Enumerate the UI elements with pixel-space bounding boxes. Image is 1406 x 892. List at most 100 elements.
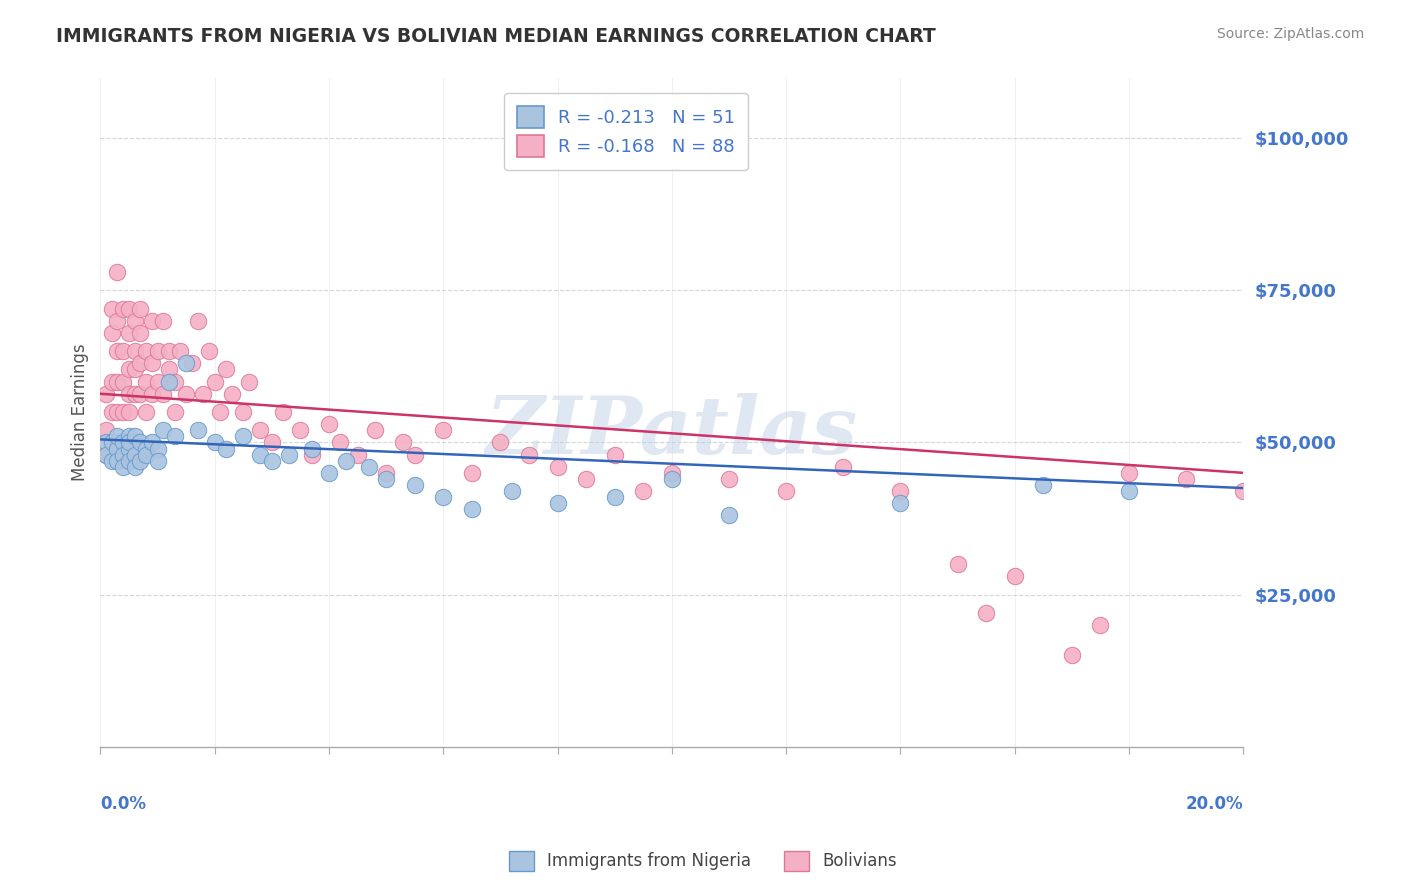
Point [118, 435, 141, 450]
Point [209, 405, 232, 419]
Point [94, 423, 117, 437]
Point [329, 435, 352, 450]
Point [135, 344, 157, 359]
Text: ZIPatlas: ZIPatlas [486, 393, 858, 471]
Point [107, 375, 129, 389]
Point [717, 508, 740, 523]
Point [174, 386, 197, 401]
Text: 20.0%: 20.0% [1185, 796, 1243, 814]
Point [238, 375, 260, 389]
Point [204, 375, 226, 389]
Point [547, 459, 569, 474]
Point [404, 478, 426, 492]
Point [432, 490, 454, 504]
Point [232, 405, 254, 419]
Text: Source: ZipAtlas.com: Source: ZipAtlas.com [1216, 27, 1364, 41]
Point [432, 423, 454, 437]
Point [1032, 478, 1054, 492]
Point [517, 448, 540, 462]
Point [346, 448, 368, 462]
Point [461, 466, 484, 480]
Point [260, 435, 283, 450]
Point [101, 405, 124, 419]
Point [157, 362, 180, 376]
Point [146, 442, 169, 456]
Point [112, 459, 135, 474]
Point [141, 386, 163, 401]
Point [375, 472, 398, 486]
Point [186, 423, 208, 437]
Point [101, 435, 124, 450]
Point [107, 344, 129, 359]
Point [717, 472, 740, 486]
Point [135, 405, 157, 419]
Point [135, 375, 157, 389]
Point [124, 344, 146, 359]
Point [204, 435, 226, 450]
Point [146, 344, 169, 359]
Point [278, 448, 301, 462]
Point [129, 453, 152, 467]
Point [1090, 618, 1112, 632]
Point [249, 448, 271, 462]
Point [124, 314, 146, 328]
Point [180, 356, 202, 370]
Point [363, 423, 385, 437]
Point [1175, 472, 1198, 486]
Point [94, 435, 117, 450]
Point [249, 423, 271, 437]
Point [118, 405, 141, 419]
Point [118, 362, 141, 376]
Point [118, 326, 141, 340]
Legend: Immigrants from Nigeria, Bolivians: Immigrants from Nigeria, Bolivians [501, 842, 905, 880]
Point [603, 490, 626, 504]
Point [1232, 484, 1254, 499]
Point [169, 344, 191, 359]
Point [392, 435, 415, 450]
Point [135, 448, 157, 462]
Y-axis label: Median Earnings: Median Earnings [72, 343, 89, 481]
Point [157, 344, 180, 359]
Legend: R = -0.213   N = 51, R = -0.168   N = 88: R = -0.213 N = 51, R = -0.168 N = 88 [505, 93, 748, 169]
Point [107, 442, 129, 456]
Point [633, 484, 655, 499]
Point [107, 265, 129, 279]
Point [94, 448, 117, 462]
Point [163, 375, 186, 389]
Point [152, 314, 174, 328]
Point [301, 448, 323, 462]
Point [489, 435, 512, 450]
Point [215, 442, 238, 456]
Point [889, 484, 911, 499]
Point [141, 356, 163, 370]
Point [290, 423, 312, 437]
Point [94, 386, 117, 401]
Point [107, 405, 129, 419]
Point [112, 435, 135, 450]
Point [112, 301, 135, 316]
Point [118, 386, 141, 401]
Point [404, 448, 426, 462]
Point [375, 466, 398, 480]
Point [141, 435, 163, 450]
Point [163, 405, 186, 419]
Point [946, 557, 969, 571]
Point [129, 326, 152, 340]
Point [357, 459, 380, 474]
Point [112, 344, 135, 359]
Point [661, 472, 683, 486]
Point [101, 375, 124, 389]
Point [575, 472, 598, 486]
Point [461, 502, 484, 516]
Point [271, 405, 294, 419]
Point [547, 496, 569, 510]
Point [198, 344, 221, 359]
Point [832, 459, 855, 474]
Point [129, 301, 152, 316]
Point [260, 453, 283, 467]
Text: IMMIGRANTS FROM NIGERIA VS BOLIVIAN MEDIAN EARNINGS CORRELATION CHART: IMMIGRANTS FROM NIGERIA VS BOLIVIAN MEDI… [56, 27, 936, 45]
Point [1118, 484, 1140, 499]
Point [501, 484, 523, 499]
Point [301, 442, 323, 456]
Point [221, 386, 243, 401]
